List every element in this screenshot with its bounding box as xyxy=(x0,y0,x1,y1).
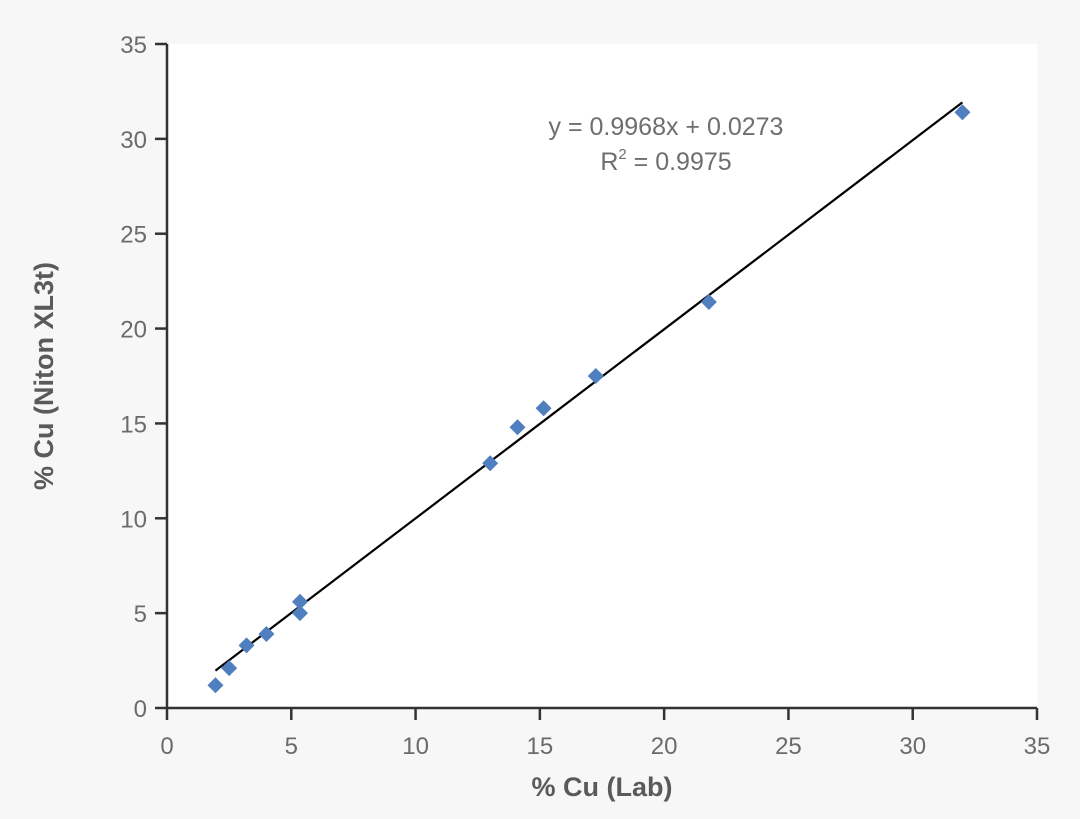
x-axis-title: % Cu (Lab) xyxy=(532,772,673,802)
y-tick-label: 5 xyxy=(134,601,147,628)
y-tick-label: 0 xyxy=(134,696,147,723)
x-tick-label: 5 xyxy=(285,733,298,760)
y-tick-label: 30 xyxy=(120,127,147,154)
x-tick-label: 30 xyxy=(899,733,926,760)
y-tick-label: 35 xyxy=(120,32,147,59)
data-point xyxy=(700,294,717,311)
data-point xyxy=(509,419,526,436)
data-point xyxy=(587,368,604,384)
y-tick-label: 20 xyxy=(120,317,147,344)
x-tick-label: 20 xyxy=(651,733,678,760)
data-point xyxy=(291,605,308,622)
data-point xyxy=(482,455,499,472)
r-squared: R2 = 0.9975 xyxy=(600,146,731,176)
r-squared-prefix: R xyxy=(600,148,618,176)
x-tick-label: 35 xyxy=(1024,733,1051,760)
x-tick-label: 10 xyxy=(402,733,429,760)
data-point xyxy=(221,660,238,677)
x-tick-label: 25 xyxy=(775,733,802,760)
data-point xyxy=(535,400,552,417)
y-tick-label: 10 xyxy=(120,506,147,533)
data-point xyxy=(954,104,971,121)
data-point xyxy=(207,677,224,694)
data-point xyxy=(238,637,255,654)
x-axis-ticks: 0 5 10 15 20 25 30 35 xyxy=(160,708,1050,760)
data-point xyxy=(291,593,308,610)
trendline-equation: y = 0.9968x + 0.0273 xyxy=(549,113,784,141)
y-tick-label: 25 xyxy=(120,222,147,249)
data-points xyxy=(207,104,971,694)
y-axis-ticks: 0 5 10 15 20 25 30 35 xyxy=(120,32,167,723)
x-tick-label: 0 xyxy=(160,733,173,760)
trendline xyxy=(214,101,964,672)
data-point xyxy=(258,626,275,643)
r-squared-superscript: 2 xyxy=(618,146,626,163)
x-tick-label: 15 xyxy=(527,733,554,760)
y-tick-label: 15 xyxy=(120,411,147,438)
y-axis-title: % Cu (Niton XL3t) xyxy=(29,262,59,490)
r-squared-value: = 0.9975 xyxy=(627,148,732,176)
